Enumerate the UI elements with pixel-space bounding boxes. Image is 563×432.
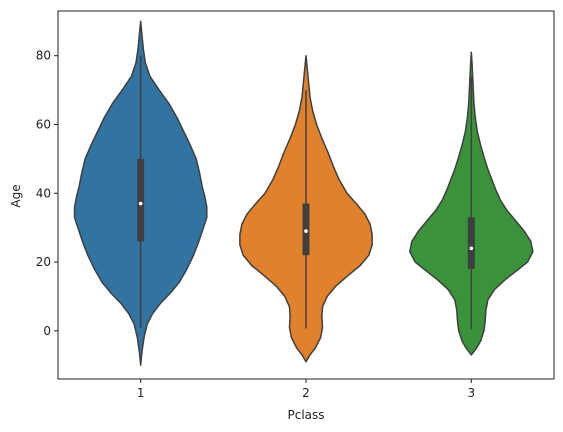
violin-median: [469, 246, 474, 251]
violin-iqr-box: [137, 158, 145, 242]
violin-3: [409, 51, 534, 356]
x-axis: 1 2 3: [137, 379, 475, 400]
violins-layer: [73, 20, 534, 366]
y-axis-label: Age: [9, 184, 23, 207]
violin-median: [138, 201, 143, 206]
x-tick-label: 1: [137, 386, 145, 400]
violin-1: [73, 20, 208, 366]
violin-iqr-box: [467, 217, 475, 269]
y-tick-label: 80: [36, 49, 51, 63]
x-tick-label: 3: [468, 386, 476, 400]
violin-2: [239, 54, 373, 363]
violin-median: [304, 229, 308, 233]
y-tick-label: 0: [43, 324, 51, 338]
y-tick-label: 40: [36, 186, 51, 200]
y-tick-label: 60: [36, 117, 51, 131]
x-tick-label: 2: [302, 386, 310, 400]
x-axis-label: Pclass: [287, 408, 324, 422]
y-tick-label: 20: [36, 255, 51, 269]
y-axis: 0 20 40 60 80: [36, 49, 58, 338]
